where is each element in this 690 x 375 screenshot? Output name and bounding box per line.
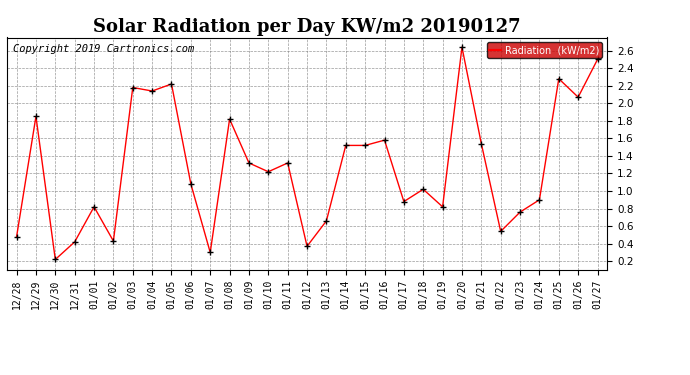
Title: Solar Radiation per Day KW/m2 20190127: Solar Radiation per Day KW/m2 20190127 (93, 18, 521, 36)
Legend: Radiation  (kW/m2): Radiation (kW/m2) (486, 42, 602, 58)
Text: Copyright 2019 Cartronics.com: Copyright 2019 Cartronics.com (13, 45, 194, 54)
